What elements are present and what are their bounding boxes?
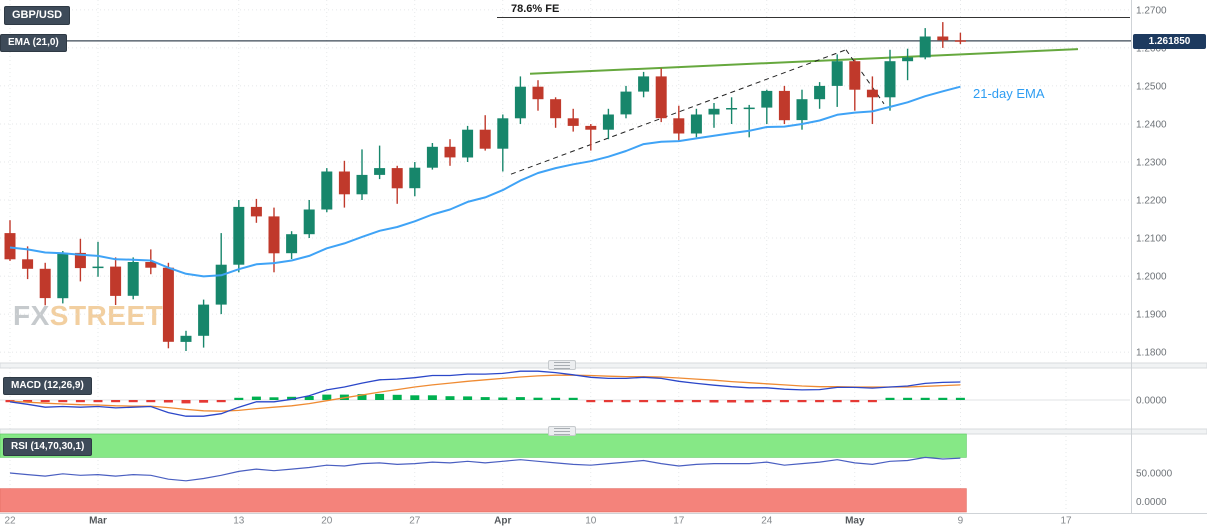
svg-text:22: 22 — [4, 516, 16, 526]
svg-text:0.0000: 0.0000 — [1136, 497, 1167, 508]
svg-text:13: 13 — [233, 516, 245, 526]
svg-text:0.0000: 0.0000 — [1136, 396, 1167, 407]
dashed-pattern-line-1[interactable] — [510, 49, 847, 175]
svg-text:1.2400: 1.2400 — [1136, 119, 1167, 130]
macd-signal-line — [9, 374, 961, 412]
current-price-tag: 1.261850 — [1133, 34, 1206, 49]
svg-text:20: 20 — [321, 516, 333, 526]
ema-line[interactable] — [9, 85, 961, 278]
candles-layer[interactable] — [4, 22, 966, 351]
svg-text:1.2500: 1.2500 — [1136, 81, 1167, 92]
svg-text:May: May — [845, 516, 865, 526]
symbol-badge[interactable]: GBP/USD — [4, 6, 71, 25]
svg-text:24: 24 — [761, 516, 773, 526]
rsi-indicator-badge[interactable]: RSI (14,70,30,1) — [3, 438, 93, 456]
svg-text:Apr: Apr — [494, 516, 511, 526]
svg-text:1.2700: 1.2700 — [1136, 5, 1167, 16]
ema-indicator-badge[interactable]: EMA (21,0) — [0, 34, 67, 52]
watermark-street-text: STREET — [49, 300, 164, 331]
svg-text:1.1800: 1.1800 — [1136, 348, 1167, 359]
green-trendline[interactable] — [529, 48, 1079, 75]
fib-extension-label[interactable]: 78.6% FE — [511, 3, 560, 15]
ema-callout-label[interactable]: 21-day EMA — [973, 86, 1045, 101]
svg-text:1.1900: 1.1900 — [1136, 310, 1167, 321]
svg-text:Mar: Mar — [89, 516, 107, 526]
svg-text:17: 17 — [673, 516, 685, 526]
rsi-panel-resize-handle[interactable] — [548, 426, 576, 436]
rsi-panel — [0, 433, 967, 513]
macd-line — [9, 370, 961, 417]
macd-indicator-badge[interactable]: MACD (12,26,9) — [3, 377, 92, 395]
svg-text:1.2300: 1.2300 — [1136, 157, 1167, 168]
svg-text:9: 9 — [958, 516, 964, 526]
svg-text:17: 17 — [1060, 516, 1072, 526]
svg-text:1.2000: 1.2000 — [1136, 272, 1167, 283]
svg-text:27: 27 — [409, 516, 421, 526]
fxstreet-watermark: FXSTREET — [13, 300, 163, 332]
svg-text:1.2200: 1.2200 — [1136, 196, 1167, 207]
svg-text:1.2100: 1.2100 — [1136, 234, 1167, 245]
macd-panel — [5, 370, 965, 417]
svg-text:50.0000: 50.0000 — [1136, 469, 1173, 480]
rsi-line — [9, 456, 961, 482]
time-axis-labels[interactable]: 22 Mar 13 20 27 Apr 10 17 24 May 9 17 — [4, 516, 1072, 526]
watermark-fx-text: FX — [13, 300, 50, 331]
svg-text:10: 10 — [585, 516, 597, 526]
macd-panel-resize-handle[interactable] — [548, 360, 576, 370]
